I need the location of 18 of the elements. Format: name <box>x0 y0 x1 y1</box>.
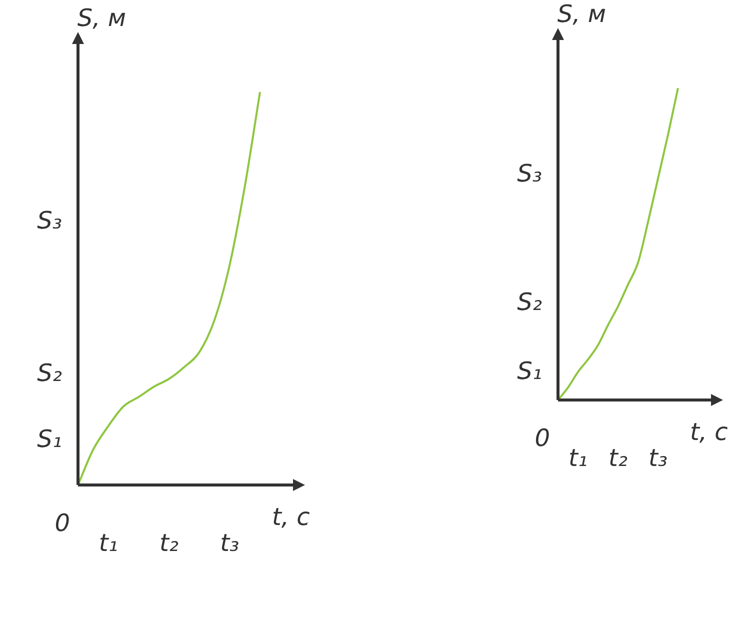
text: t₁ <box>568 444 588 472</box>
text: t₃ <box>648 444 668 472</box>
y-axis-title: S, м <box>77 4 126 32</box>
text: S₁ <box>37 425 62 454</box>
text: 0 <box>534 424 550 452</box>
text: S₃ <box>37 206 62 234</box>
text: S₁ <box>517 356 542 385</box>
x-axis-title: t, с <box>690 418 728 446</box>
text: t₂ <box>608 444 628 472</box>
text: t₁ <box>98 529 118 558</box>
text: t₃ <box>220 529 240 558</box>
text: S₂ <box>37 358 62 387</box>
text: S₃ <box>517 160 542 188</box>
text: 0 <box>54 509 70 538</box>
text: t₂ <box>159 529 179 558</box>
x-axis-title: t, с <box>272 503 310 532</box>
text: S₂ <box>517 288 542 316</box>
y-axis-title: S, м <box>557 0 606 28</box>
